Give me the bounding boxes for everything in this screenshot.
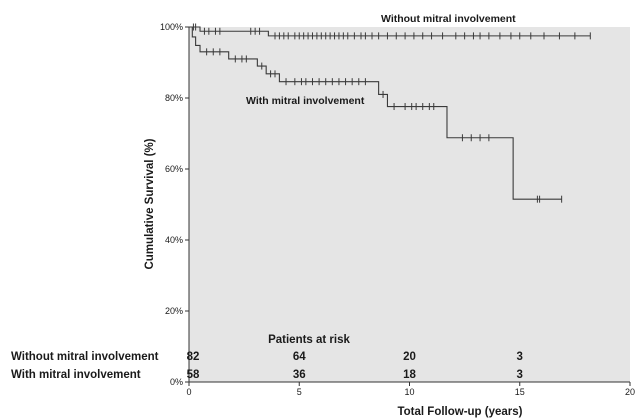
at-risk-counts: 82 64 20 3 58 36 18 3 [187,351,523,381]
at-risk-count: 18 [403,369,416,381]
at-risk-title: Patients at risk [268,334,350,346]
survival-curve-with-mitral [189,26,562,200]
series-layer [189,23,591,203]
y-tick-label: 0% [170,377,183,387]
x-tick-label: 0 [186,387,191,397]
x-tick-label: 10 [404,387,414,397]
at-risk-count: 64 [293,351,306,363]
y-tick-label: 20% [165,306,183,316]
survival-curve-without-mitral [189,26,591,37]
x-tick-label: 20 [625,387,635,397]
at-risk-count: 82 [187,351,200,363]
y-axis-label: Cumulative Survival (%) [144,138,156,269]
y-tick-label: 80% [165,93,183,103]
plot-area [189,27,630,382]
y-tick-label: 60% [165,164,183,174]
annotation-with-mitral: With mitral involvement [246,95,365,107]
y-tick-label: 100% [160,22,183,32]
at-risk-count: 3 [517,369,523,381]
x-tick-group: 0 5 10 15 20 [186,382,635,397]
x-axis-label: Total Follow-up (years) [397,406,522,418]
y-tick-group: 0% 20% 40% 60% 80% 100% [160,22,189,387]
at-risk-count: 36 [293,369,306,381]
annotation-without-mitral: Without mitral involvement [381,13,516,25]
at-risk-count: 3 [517,351,523,363]
at-risk-row-label-with: With mitral involvement [11,369,141,381]
x-tick-label: 15 [515,387,525,397]
at-risk-row-label-without: Without mitral involvement [11,351,159,363]
at-risk-count: 20 [403,351,416,363]
x-tick-label: 5 [297,387,302,397]
y-tick-label: 40% [165,235,183,245]
at-risk-count: 58 [187,369,200,381]
